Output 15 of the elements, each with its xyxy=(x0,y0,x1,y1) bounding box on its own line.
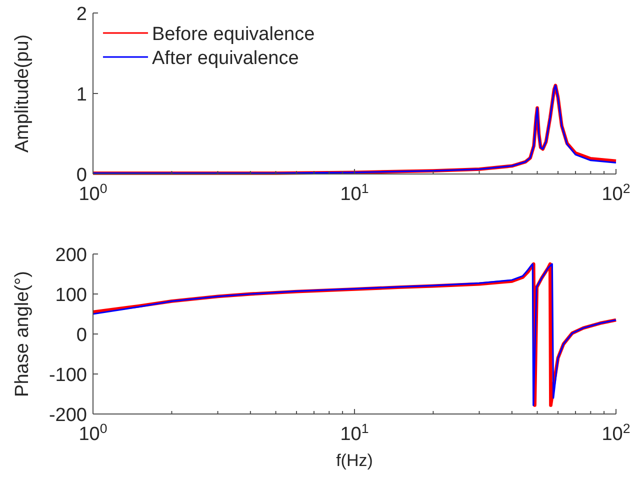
y-axis-title: Phase angle(°) xyxy=(12,271,33,397)
y-tick-label: -100 xyxy=(48,365,87,386)
y-tick-label: 0 xyxy=(76,325,87,346)
y-tick-label: 100 xyxy=(55,285,87,306)
y-axis-title: Amplitude(pu) xyxy=(12,34,33,153)
y-tick-label: 2 xyxy=(76,4,87,25)
legend-label: Before equivalence xyxy=(152,24,315,45)
x-tick-label: 10$^{2}$ xyxy=(602,180,630,205)
y-tick-label: 200 xyxy=(55,245,87,266)
x-tick-label: 10$^{2}$ xyxy=(602,420,630,445)
x-axis-title: f(Hz) xyxy=(336,451,373,470)
y-tick-label: 1 xyxy=(76,84,87,106)
x-tick-label: 10$^{1}$ xyxy=(340,180,369,205)
x-tick-label: 10$^{1}$ xyxy=(340,420,369,445)
legend-label: After equivalence xyxy=(152,48,299,69)
